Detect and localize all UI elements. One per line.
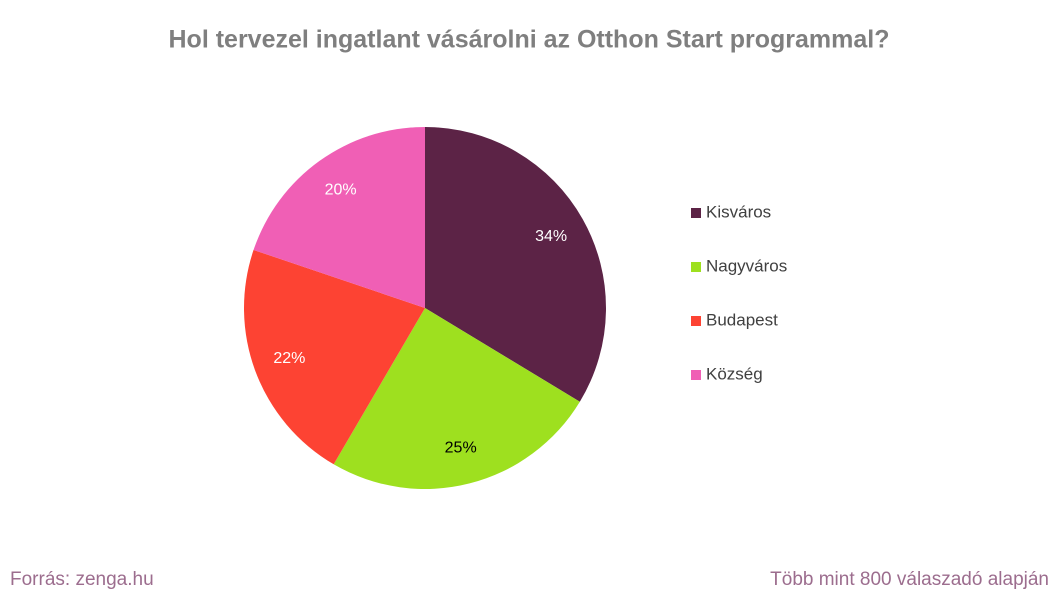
pie-slice bbox=[333, 308, 580, 490]
legend-label: Község bbox=[706, 364, 763, 383]
legend-swatch bbox=[691, 316, 701, 326]
pie-slice bbox=[425, 127, 606, 402]
legend-swatch bbox=[691, 370, 701, 380]
value-label: 22% bbox=[273, 350, 305, 367]
pie-slice bbox=[253, 127, 425, 308]
pie-slice bbox=[243, 249, 425, 465]
legend-label: Nagyváros bbox=[706, 256, 787, 275]
value-label: 25% bbox=[445, 440, 477, 457]
chart-title: Hol tervezel ingatlant vásárolni az Otth… bbox=[169, 26, 890, 54]
legend-swatch bbox=[691, 262, 701, 272]
note: Több mint 800 válaszadó alapján bbox=[770, 569, 1049, 590]
legend-label: Kisváros bbox=[706, 202, 771, 221]
value-label: 34% bbox=[535, 228, 567, 245]
legend-swatch bbox=[691, 208, 701, 218]
source: Forrás: zenga.hu bbox=[10, 569, 154, 590]
legend-label: Budapest bbox=[706, 310, 778, 329]
value-label: 20% bbox=[325, 182, 357, 199]
